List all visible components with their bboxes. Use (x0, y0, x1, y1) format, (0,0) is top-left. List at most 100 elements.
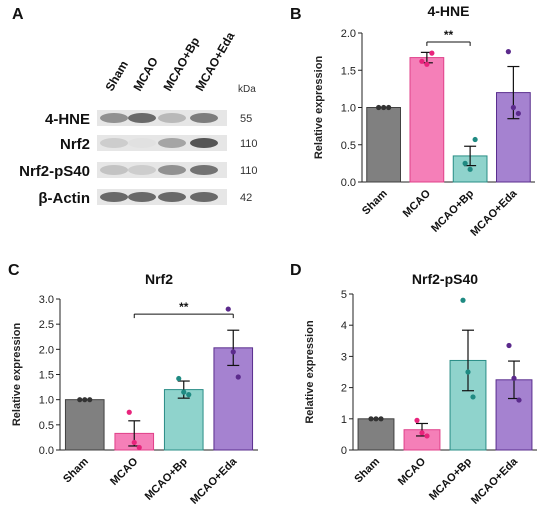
chart-nrf2: Nrf2 Relative expression 0.0 0.5 1.0 1.5 2.0 2.… (11, 271, 258, 507)
significance-label: ** (444, 28, 454, 42)
y-axis-label: Relative expression (313, 56, 325, 160)
kda-value-actin: 42 (240, 192, 252, 204)
blot-band (190, 138, 218, 148)
data-point-mcao (414, 417, 420, 423)
blot-band (100, 138, 128, 148)
bar-mcao (409, 57, 445, 183)
y-tick-label: 1.5 (341, 65, 356, 77)
blot-row-label-nrf2: Nrf2 (60, 136, 90, 153)
y-axis-label: Relative expression (304, 320, 316, 424)
lane-label-sham: Sham (102, 58, 130, 93)
x-tick-label-mcao: MCAO (401, 187, 434, 220)
kda-header: kDa (238, 84, 256, 95)
x-tick-label-mcao-eda: MCAO+Eda (468, 187, 520, 239)
data-point-sham (381, 104, 387, 111)
blot-band (190, 192, 218, 202)
data-point-mcao-bp (472, 136, 478, 143)
blot-row-label-nrf2-ps40: Nrf2-pS40 (19, 163, 90, 180)
data-point-mcao (424, 61, 430, 67)
x-tick-label-mcao: MCAO (396, 455, 429, 488)
chart-title: Nrf2-pS40 (412, 271, 478, 287)
chart-title: Nrf2 (145, 271, 173, 287)
blot-band (158, 192, 186, 202)
y-tick-label: 3 (341, 351, 347, 363)
y-tick-label: 1 (341, 414, 347, 426)
blot-band (190, 165, 218, 175)
data-point-mcao-bp (176, 375, 182, 382)
chart-4-hne: 4-HNE Relative expression 0.0 0.5 1.0 1.5 2.0 S… (313, 3, 535, 239)
data-point-mcao (429, 50, 435, 56)
blot-band (128, 138, 156, 148)
data-point-sham (368, 416, 374, 422)
blot-band (128, 165, 156, 175)
data-point-mcao-eda (515, 110, 521, 117)
x-tick-label-mcao-eda: MCAO+Eda (188, 455, 240, 507)
y-tick-label: 2.0 (341, 28, 356, 40)
kda-value-nrf2-ps40: 110 (240, 165, 258, 177)
data-point-mcao-eda (225, 306, 231, 312)
kda-value-nrf2: 110 (240, 138, 258, 150)
data-point-mcao-eda (506, 342, 512, 349)
y-tick-label: 2.5 (39, 319, 54, 331)
blot-band (158, 113, 186, 123)
data-point-mcao-eda (511, 375, 517, 381)
data-point-mcao-bp (186, 392, 192, 398)
x-tick-label-mcao-eda: MCAO+Eda (469, 455, 521, 507)
data-point-sham (386, 104, 392, 111)
blot-band (128, 113, 156, 123)
x-tick-label-mcao-bp: MCAO+Bp (143, 455, 190, 502)
panel-letter-d: D (290, 262, 302, 279)
y-tick-label: 0.5 (341, 140, 356, 152)
y-tick-label: 3.0 (39, 294, 54, 306)
blot-band (158, 138, 186, 148)
data-point-sham (82, 397, 88, 403)
panel-letter-b: B (290, 6, 302, 23)
x-tick-label-mcao: MCAO (108, 455, 141, 488)
data-point-mcao-eda (510, 104, 516, 111)
data-point-mcao-eda (505, 49, 511, 55)
blot-band (190, 113, 218, 123)
y-tick-label: 2.0 (39, 344, 54, 356)
y-tick-label: 4 (341, 320, 347, 332)
kda-value-4-hne: 55 (240, 113, 252, 125)
data-point-mcao-eda (230, 349, 236, 355)
data-point-mcao-eda (516, 397, 522, 403)
bar-mcao-bp (163, 389, 204, 451)
data-point-mcao (136, 444, 142, 451)
y-tick-label: 0.5 (39, 420, 54, 432)
x-tick-label-sham: Sham (61, 455, 91, 485)
significance-label: ** (179, 300, 189, 314)
blot-row-label-4-hne: 4-HNE (45, 111, 90, 128)
x-tick-label-mcao-bp: MCAO+Bp (427, 455, 474, 502)
data-point-sham (378, 416, 384, 422)
data-point-mcao-bp (460, 297, 466, 303)
data-point-mcao (126, 409, 132, 415)
blot-band (100, 113, 128, 123)
data-point-sham (77, 397, 83, 403)
data-point-sham (87, 397, 93, 403)
blot-band (100, 165, 128, 175)
blot-band (100, 192, 128, 202)
data-point-mcao-bp (470, 394, 476, 400)
y-tick-label: 5 (341, 289, 347, 301)
y-tick-label: 1.0 (39, 395, 54, 407)
lane-label-mcao: MCAO (130, 55, 160, 94)
y-tick-label: 0.0 (341, 177, 356, 189)
data-point-mcao-bp (467, 166, 473, 172)
bar-sham (366, 107, 401, 183)
panel-letter-a: A (12, 6, 24, 23)
data-point-sham (376, 104, 382, 111)
lane-label-mcao-eda: MCAO+Eda (192, 29, 237, 93)
data-point-mcao-eda (235, 374, 241, 380)
data-point-mcao (419, 58, 425, 64)
data-point-mcao (131, 439, 137, 446)
blot-row-label-actin: β-Actin (38, 190, 90, 207)
chart-nrf2-ps40: Nrf2-pS40 Relative expression 0 1 2 3 4 5 Sham MC… (304, 271, 537, 507)
bar-sham (64, 399, 105, 451)
blot-band (158, 165, 186, 175)
data-point-mcao (424, 433, 430, 439)
chart-title: 4-HNE (427, 3, 469, 19)
data-point-mcao-bp (181, 389, 187, 395)
data-point-mcao-bp (465, 369, 471, 375)
